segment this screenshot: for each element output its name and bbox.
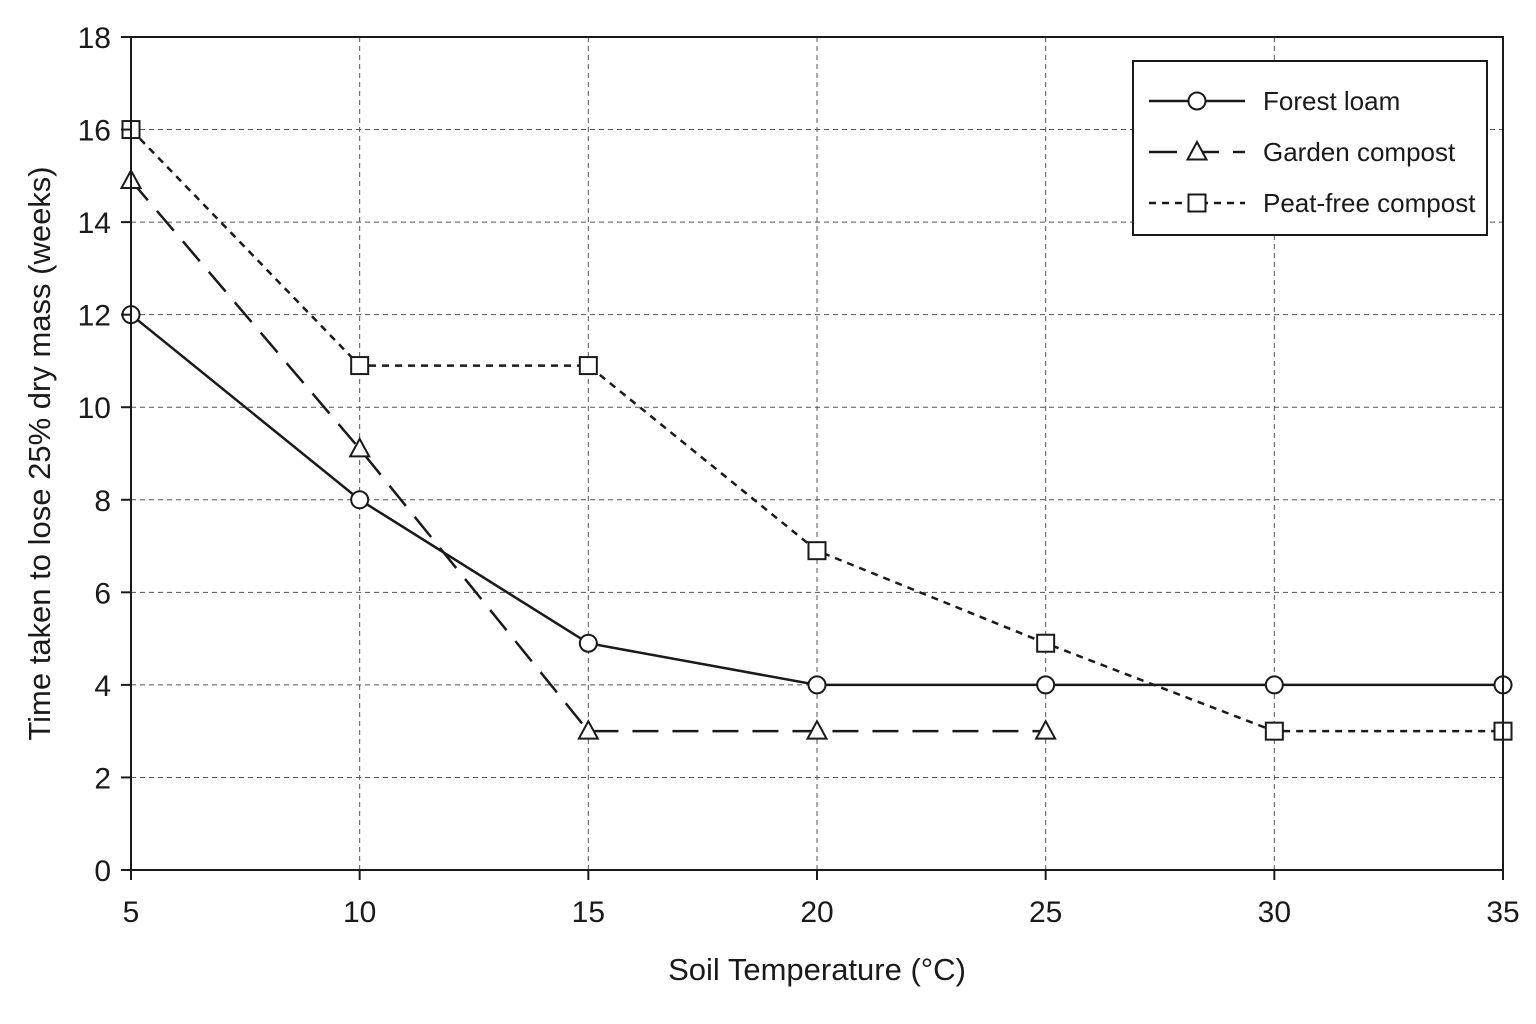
data-point-forest-loam xyxy=(350,490,370,510)
y-tick-label: 4 xyxy=(94,670,111,703)
x-tick-label: 20 xyxy=(800,896,833,929)
y-tick-label: 18 xyxy=(78,22,111,55)
x-axis-title: Soil Temperature (°C) xyxy=(668,952,966,987)
x-tick-label: 10 xyxy=(343,896,376,929)
y-tick-label: 6 xyxy=(94,577,111,610)
data-point-forest-loam xyxy=(807,675,827,695)
x-tick-label: 15 xyxy=(572,896,605,929)
data-point-peat-free-compost xyxy=(350,356,370,376)
legend-label-garden-compost: Garden compost xyxy=(1263,137,1456,167)
legend-label-peat-free-compost: Peat-free compost xyxy=(1263,188,1476,218)
data-point-garden-compost xyxy=(805,719,829,740)
axis-ticks: 5 10 15 20 25 30 35 0 2 4 6 8 10 12 14 16 18 xyxy=(78,22,1520,929)
series-line-garden-compost xyxy=(130,179,1046,733)
y-tick-label: 0 xyxy=(94,855,111,888)
legend: Forest loam Garden compost Peat-free compo… xyxy=(1132,60,1488,236)
x-tick-label: 30 xyxy=(1258,896,1291,929)
x-tick-label: 25 xyxy=(1029,896,1062,929)
data-point-garden-compost xyxy=(1034,719,1057,740)
data-point-garden-compost xyxy=(577,719,600,740)
data-point-peat-free-compost xyxy=(578,356,598,376)
y-tick-label: 8 xyxy=(94,485,111,518)
x-tick-label: 5 xyxy=(123,896,140,929)
data-point-forest-loam xyxy=(1036,675,1056,695)
legend-marker-peat-free-compost xyxy=(1187,193,1207,213)
legend-label-forest-loam: Forest loam xyxy=(1263,86,1400,116)
data-point-forest-loam xyxy=(578,633,598,653)
data-point-forest-loam xyxy=(1264,675,1284,695)
x-tick-label: 35 xyxy=(1486,896,1519,929)
legend-marker-forest-loam xyxy=(1187,91,1207,111)
y-tick-label: 10 xyxy=(78,392,111,425)
data-point-garden-compost xyxy=(348,436,371,458)
y-axis-title: Time taken to lose 25% dry mass (weeks) xyxy=(22,166,57,740)
y-tick-label: 12 xyxy=(78,300,111,333)
y-tick-label: 14 xyxy=(78,207,111,240)
y-tick-label: 2 xyxy=(94,762,111,795)
data-point-peat-free-compost xyxy=(807,541,827,561)
legend-marker-garden-compost xyxy=(1185,139,1209,161)
y-tick-label: 16 xyxy=(78,115,111,148)
data-point-peat-free-compost xyxy=(1264,721,1284,741)
data-point-peat-free-compost xyxy=(1036,633,1056,653)
